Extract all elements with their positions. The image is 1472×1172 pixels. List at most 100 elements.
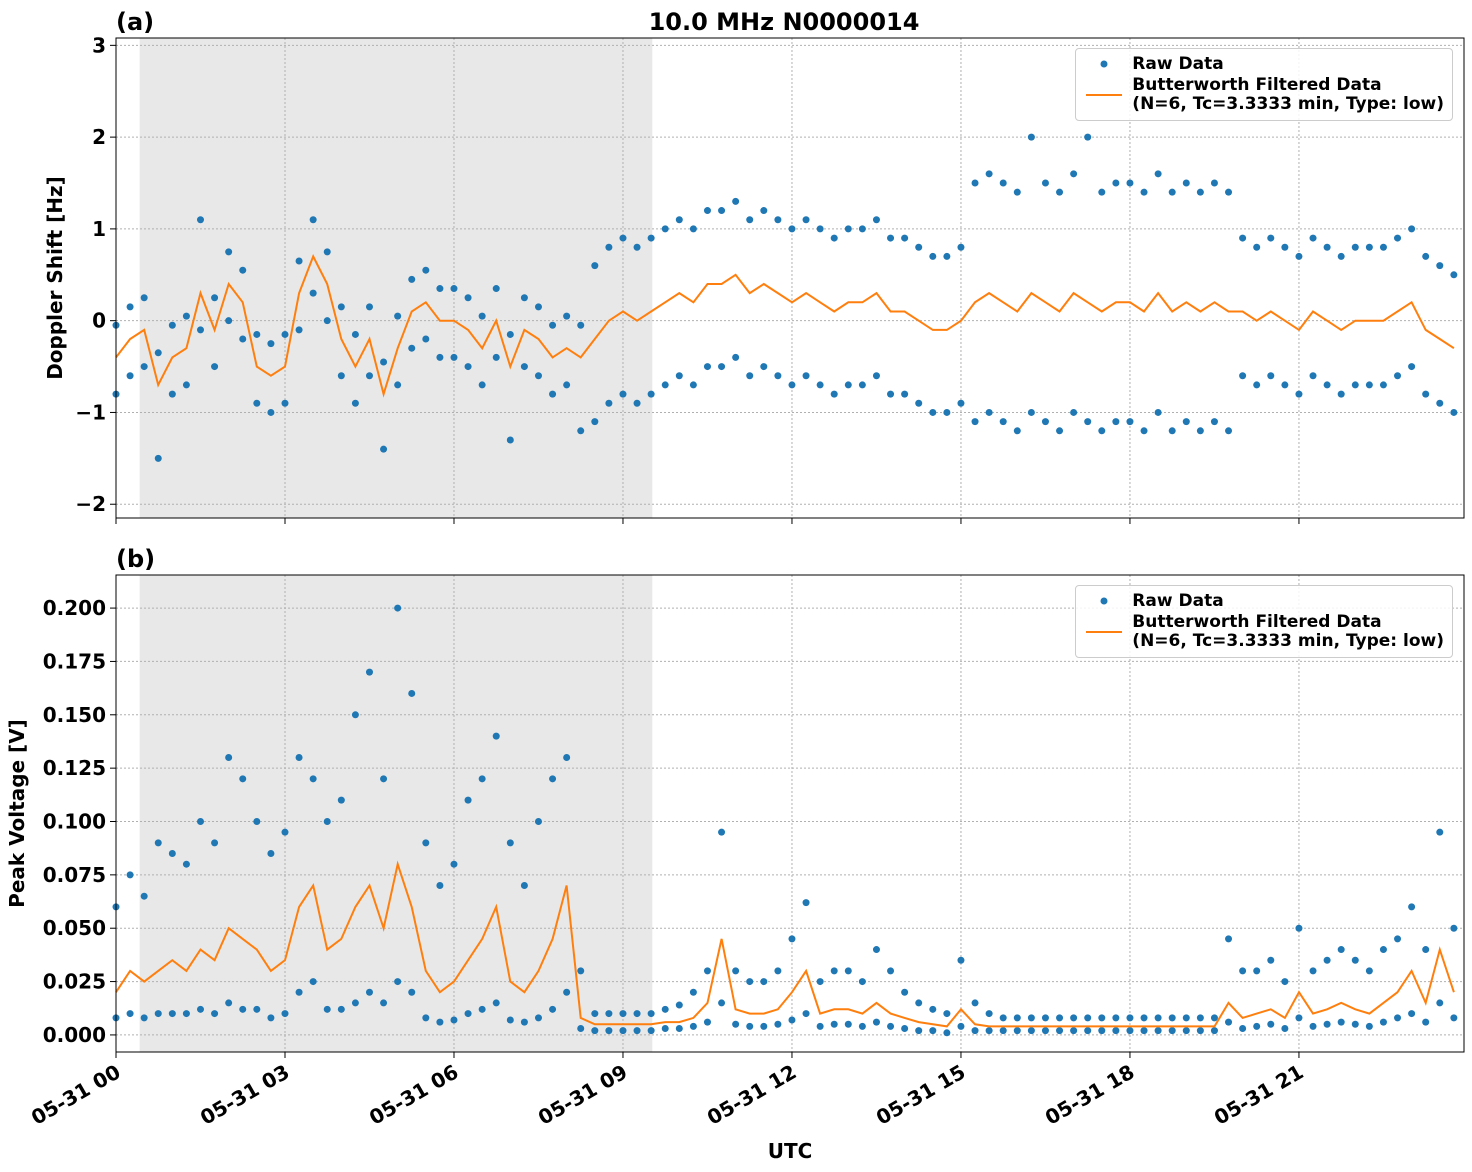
raw-point	[563, 988, 571, 996]
raw-point	[1394, 372, 1402, 380]
raw-point	[1267, 1020, 1275, 1028]
raw-point	[351, 330, 359, 338]
y-tick-label: 2	[92, 125, 106, 149]
raw-point	[1168, 188, 1176, 196]
raw-point	[351, 711, 359, 719]
raw-point	[534, 303, 542, 311]
raw-point	[788, 225, 796, 233]
raw-point	[1351, 1020, 1359, 1028]
raw-point	[351, 999, 359, 1007]
y-tick-label: 0	[92, 309, 106, 333]
raw-point	[549, 775, 557, 783]
raw-point	[844, 381, 852, 389]
raw-point	[858, 1022, 866, 1030]
raw-point	[802, 216, 810, 224]
raw-point	[408, 275, 416, 283]
raw-point	[1379, 243, 1387, 251]
raw-point	[661, 1005, 669, 1013]
raw-point	[703, 207, 711, 215]
raw-point	[506, 1016, 514, 1024]
raw-point	[1041, 179, 1049, 187]
raw-point	[1126, 1027, 1134, 1035]
raw-point	[239, 266, 247, 274]
legend-swatch	[1100, 60, 1108, 68]
raw-point	[267, 340, 275, 348]
raw-point	[929, 1005, 937, 1013]
raw-point	[323, 248, 331, 256]
raw-point	[1140, 1014, 1148, 1022]
raw-point	[1267, 234, 1275, 242]
raw-point	[267, 850, 275, 858]
raw-point	[1041, 1014, 1049, 1022]
raw-point	[478, 775, 486, 783]
raw-point	[1323, 1020, 1331, 1028]
legend-entry: Raw Data	[1084, 592, 1444, 611]
raw-point	[253, 399, 261, 407]
raw-point	[365, 372, 373, 380]
raw-point	[774, 216, 782, 224]
raw-point	[1253, 381, 1261, 389]
raw-point	[492, 353, 500, 361]
raw-point	[675, 1001, 683, 1009]
raw-point	[760, 363, 768, 371]
raw-point	[999, 1014, 1007, 1022]
raw-point	[492, 999, 500, 1007]
legend-swatch	[1086, 631, 1123, 633]
raw-point	[1084, 133, 1092, 141]
raw-point	[211, 839, 219, 847]
raw-point	[436, 1018, 444, 1026]
raw-point	[1056, 1014, 1064, 1022]
raw-point	[140, 363, 148, 371]
raw-point	[1295, 1014, 1303, 1022]
raw-point	[1154, 170, 1162, 178]
raw-point	[915, 999, 923, 1007]
raw-point	[1225, 427, 1233, 435]
raw-point	[196, 818, 204, 826]
x-tick-label: 05-31 03	[196, 1060, 294, 1130]
raw-point	[1309, 967, 1317, 975]
raw-point	[1295, 390, 1303, 398]
raw-point	[365, 988, 373, 996]
raw-point	[915, 399, 923, 407]
raw-point	[534, 1014, 542, 1022]
raw-point	[168, 321, 176, 329]
raw-point	[1056, 1027, 1064, 1035]
raw-point	[534, 372, 542, 380]
raw-point	[450, 860, 458, 868]
raw-point	[154, 349, 162, 357]
raw-point	[858, 978, 866, 986]
raw-point	[901, 234, 909, 242]
raw-point	[323, 317, 331, 325]
raw-point	[450, 285, 458, 293]
raw-point	[168, 850, 176, 858]
raw-point	[464, 294, 472, 302]
raw-point	[1225, 1018, 1233, 1026]
raw-point	[506, 839, 514, 847]
raw-point	[154, 454, 162, 462]
raw-point	[394, 381, 402, 389]
raw-point	[1196, 188, 1204, 196]
raw-point	[1450, 408, 1458, 416]
raw-point	[675, 372, 683, 380]
raw-point	[422, 335, 430, 343]
raw-point	[971, 179, 979, 187]
raw-point	[1394, 935, 1402, 943]
raw-point	[182, 1010, 190, 1018]
raw-point	[365, 668, 373, 676]
raw-point	[774, 372, 782, 380]
raw-point	[1394, 234, 1402, 242]
raw-point	[478, 312, 486, 320]
raw-point	[788, 935, 796, 943]
raw-point	[774, 967, 782, 975]
raw-point	[295, 753, 303, 761]
raw-point	[253, 330, 261, 338]
raw-point	[985, 1027, 993, 1035]
raw-point	[1225, 188, 1233, 196]
raw-point	[816, 225, 824, 233]
legend-label: Butterworth Filtered Data (N=6, Tc=3.333…	[1132, 75, 1444, 114]
raw-point	[732, 1020, 740, 1028]
raw-point	[844, 1020, 852, 1028]
shaded-span	[139, 575, 653, 1052]
plot-frame	[115, 574, 1465, 1053]
raw-point	[1041, 1027, 1049, 1035]
